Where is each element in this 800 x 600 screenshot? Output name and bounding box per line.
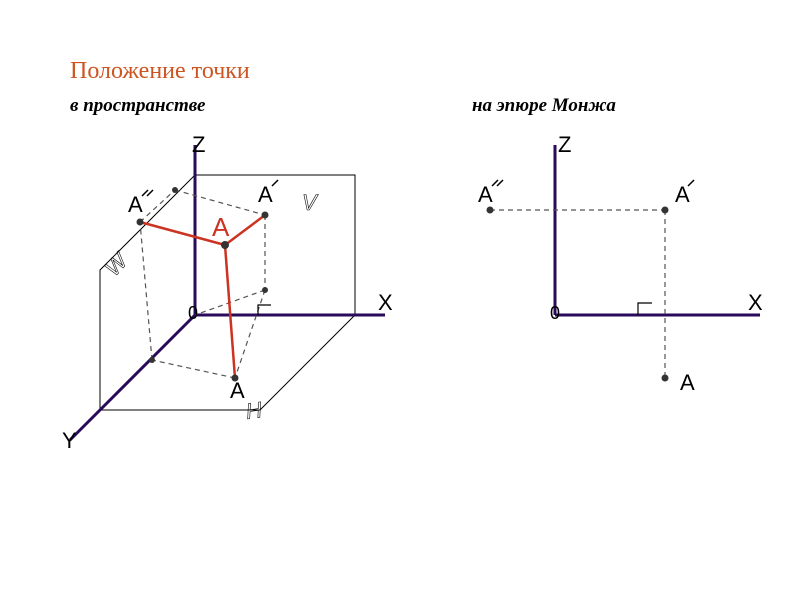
left-diagram (70, 145, 385, 440)
label-0-right: 0 (550, 303, 560, 324)
point-back3 (149, 357, 155, 363)
perp-marker-right (638, 303, 652, 315)
point-A-bottom-right (662, 375, 669, 382)
plane-label-H: H (244, 397, 263, 425)
label-A-bottom-left: A (230, 378, 245, 404)
label-A-dprime-right: A (478, 182, 493, 208)
plane-V-outline (195, 175, 355, 315)
label-A-prime-left: A (258, 182, 273, 208)
point-back2 (262, 287, 268, 293)
label-A-prime-right: A (675, 182, 690, 208)
plane-label-V: V (302, 190, 317, 216)
plane-W-outline (100, 175, 195, 410)
label-Y-left: Y (62, 428, 77, 454)
label-Z-right: Z (558, 132, 571, 158)
label-Z-left: Z (192, 132, 205, 158)
label-A-bottom-right: A (680, 370, 695, 396)
label-A-main: A (212, 212, 229, 243)
label-X-left: X (378, 290, 393, 316)
point-back1 (172, 187, 178, 193)
point-A-doubleprime-left (137, 219, 144, 226)
point-A-prime-right (662, 207, 669, 214)
label-0-left: 0 (188, 303, 198, 324)
right-dashed-lines (490, 210, 665, 378)
plane-H-outline (100, 315, 355, 410)
label-A-dprime-left: A (128, 192, 143, 218)
diagram-canvas (0, 0, 800, 600)
right-diagram (487, 145, 761, 382)
label-X-right: X (748, 290, 763, 316)
point-A-prime-left (262, 212, 269, 219)
axis-Y-left (70, 315, 195, 440)
